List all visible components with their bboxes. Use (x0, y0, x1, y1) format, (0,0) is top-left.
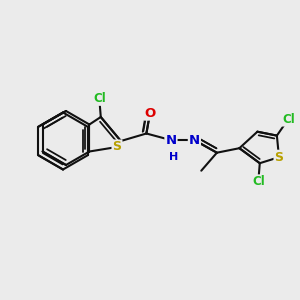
Text: H: H (169, 152, 178, 162)
Text: N: N (189, 134, 200, 147)
Text: Cl: Cl (93, 92, 106, 105)
Text: S: S (274, 151, 284, 164)
Text: O: O (144, 106, 156, 120)
Text: Cl: Cl (282, 112, 295, 126)
Text: S: S (112, 140, 122, 154)
Text: Cl: Cl (252, 175, 265, 188)
Text: N: N (165, 134, 176, 147)
